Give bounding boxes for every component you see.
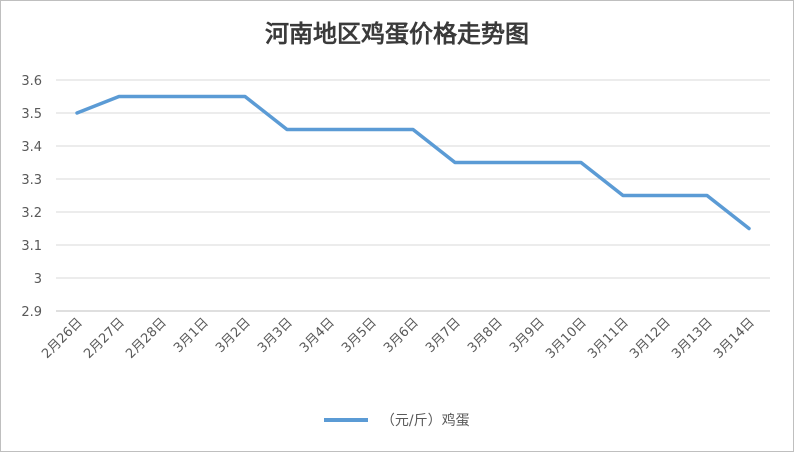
x-tick-label: 3月4日 — [297, 315, 338, 356]
y-tick-label: 3.5 — [21, 107, 42, 122]
y-tick-label: 3.4 — [21, 140, 42, 155]
legend: （元/斤）鸡蛋 — [0, 410, 794, 430]
x-tick-label: 3月14日 — [711, 315, 758, 362]
chart-title: 河南地区鸡蛋价格走势图 — [265, 19, 529, 48]
legend-swatch — [324, 418, 369, 422]
x-tick-label: 2月27日 — [81, 315, 128, 362]
x-tick-label: 2月26日 — [39, 315, 86, 362]
y-tick-label: 3.6 — [21, 74, 42, 89]
y-tick-label: 3.3 — [21, 173, 42, 188]
x-tick-label: 3月6日 — [381, 315, 422, 356]
x-tick-label: 3月5日 — [339, 315, 380, 356]
x-tick-label: 2月28日 — [123, 315, 170, 362]
legend-label: （元/斤）鸡蛋 — [380, 413, 470, 429]
x-tick-label: 3月1日 — [171, 315, 212, 356]
y-tick-label: 2.9 — [21, 305, 42, 320]
x-tick-label: 3月3日 — [255, 315, 296, 356]
series-line — [75, 94, 751, 231]
x-tick-label: 3月2日 — [213, 315, 254, 356]
x-tick-label: 3月12日 — [627, 315, 674, 362]
x-tick-label: 3月10日 — [543, 315, 590, 362]
x-tick-label: 3月8日 — [465, 315, 506, 356]
grid-lines — [56, 79, 770, 312]
y-tick-label: 3 — [34, 272, 42, 287]
y-tick-label: 3.1 — [21, 239, 42, 254]
x-tick-label: 3月13日 — [669, 315, 716, 362]
series-layer — [75, 94, 751, 231]
x-tick-label: 3月11日 — [585, 315, 632, 362]
y-axis-ticks: 2.9 3 3.1 3.2 3.3 3.4 3.5 3.6 — [21, 74, 42, 320]
x-tick-label: 3月9日 — [507, 315, 548, 356]
x-tick-label: 3月7日 — [423, 315, 464, 356]
y-tick-label: 3.2 — [21, 206, 42, 221]
